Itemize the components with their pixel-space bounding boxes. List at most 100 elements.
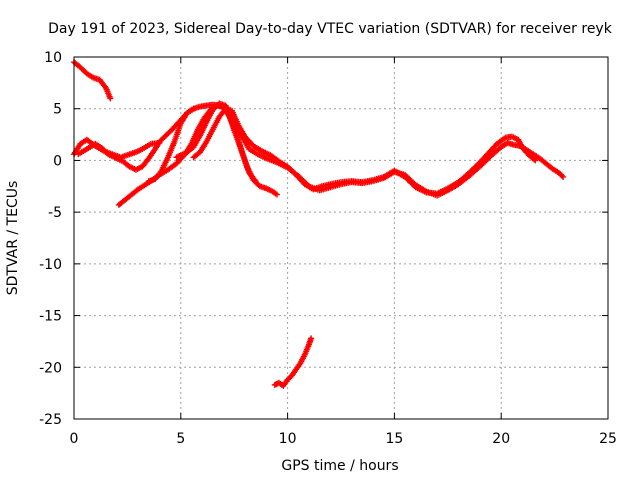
- data-point-fill: [157, 133, 168, 144]
- data-point-fill: [467, 164, 482, 178]
- data-point: [252, 178, 259, 185]
- data-point-fill: [510, 134, 520, 142]
- data-point-fill: [506, 140, 516, 148]
- data-point-fill: [414, 185, 428, 195]
- x-tick-label: 25: [599, 431, 617, 447]
- x-tick-label: 10: [279, 431, 297, 447]
- data-point-fill: [229, 109, 241, 127]
- data-point-fill: [247, 147, 259, 157]
- plot-frame: [73, 56, 609, 420]
- data-point-fill: [252, 143, 264, 154]
- data-point-fill: [446, 180, 460, 191]
- data-point-fill: [478, 154, 493, 169]
- y-tick-label: -15: [39, 309, 62, 325]
- data-point-fill: [273, 380, 281, 388]
- data-point-fill: [165, 140, 177, 159]
- data-point-fill: [205, 101, 215, 109]
- data-point-fill: [79, 137, 89, 146]
- data-point-fill: [164, 127, 174, 138]
- data-point-fill: [153, 169, 164, 181]
- data-point-fill: [557, 171, 565, 179]
- data-point-fill: [113, 155, 125, 164]
- data-point-fill: [277, 159, 289, 169]
- data-point-fill: [286, 373, 294, 382]
- data-point-fill: [488, 145, 503, 159]
- data-point-fill: [260, 148, 272, 158]
- data-point-fill: [204, 108, 215, 124]
- data-point-fill: [531, 152, 542, 161]
- y-tick-label: 0: [53, 153, 62, 169]
- series-arc-8: [271, 335, 315, 389]
- y-tick-label: -20: [39, 360, 62, 376]
- data-point-fill: [128, 164, 138, 172]
- data-point-fill: [277, 380, 285, 388]
- data-point-fill: [134, 164, 144, 172]
- data-point-fill: [467, 160, 482, 175]
- data-point-fill: [143, 179, 153, 188]
- data-point-fill: [121, 159, 132, 169]
- data-point-fill: [123, 192, 134, 202]
- data-point-fill: [236, 123, 247, 139]
- data-point-fill: [499, 140, 510, 149]
- data-point-fill: [97, 78, 108, 90]
- data-point-fill: [128, 149, 138, 157]
- data-point-fill: [189, 128, 201, 146]
- data-point-fill: [71, 142, 83, 156]
- data-point-fill: [72, 60, 83, 70]
- data-point-fill: [179, 149, 189, 158]
- data-point-fill: [185, 145, 196, 155]
- data-point-fill: [486, 142, 499, 155]
- data-point-fill: [100, 146, 110, 156]
- data-point-fill: [85, 141, 97, 152]
- data-layer: [71, 59, 567, 389]
- data-point-fill: [211, 101, 221, 112]
- data-point-fill: [264, 186, 275, 194]
- data-point-fill: [298, 353, 307, 365]
- data-point-fill: [268, 153, 281, 164]
- data-point: [560, 173, 567, 180]
- data-point-fill: [217, 101, 228, 109]
- data-point: [532, 157, 539, 164]
- data-point: [308, 335, 315, 342]
- data-point-fill: [78, 65, 89, 76]
- data-point-fill: [129, 187, 140, 197]
- data-point-fill: [247, 171, 258, 183]
- data-point-fill: [240, 136, 252, 151]
- data-point-fill: [271, 189, 279, 197]
- data-point-fill: [551, 166, 561, 175]
- series-arc-3: [75, 105, 197, 173]
- data-point-fill: [527, 153, 538, 163]
- series-arc-5: [145, 101, 259, 185]
- data-point-fill: [191, 134, 203, 149]
- data-point-fill: [210, 115, 222, 131]
- data-point-fill: [192, 104, 202, 112]
- data-point-fill: [93, 141, 104, 150]
- data-point-fill: [302, 343, 312, 357]
- data-point-fill: [204, 128, 215, 144]
- x-tick-label: 5: [176, 431, 185, 447]
- data-point-fill: [106, 151, 116, 160]
- data-point-fill: [544, 161, 555, 171]
- y-tick-label: -5: [48, 205, 62, 221]
- data-point-fill: [520, 146, 531, 157]
- data-point-fill: [294, 361, 303, 371]
- data-point-fill: [178, 111, 190, 125]
- data-point-fill: [512, 142, 522, 149]
- data-point-fill: [256, 152, 268, 161]
- data-point-fill: [195, 116, 207, 131]
- data-point-fill: [525, 148, 535, 157]
- series-arc-7: [190, 105, 539, 197]
- axis-ticks: 0 5 10 15 20 25 -25 -20 -15 -10 -5 0 5 10: [39, 50, 617, 447]
- data-point-fill: [258, 183, 268, 191]
- x-axis-label: GPS time / hours: [281, 458, 398, 474]
- data-point-fill: [289, 367, 299, 378]
- data-point-fill: [495, 135, 508, 146]
- data-point-fill: [103, 86, 113, 100]
- data-point-fill: [456, 171, 471, 184]
- data-point-fill: [76, 147, 89, 157]
- data-point-fill: [146, 147, 158, 160]
- data-point-fill: [403, 175, 418, 190]
- data-point-fill: [303, 182, 315, 192]
- data-point-fill: [140, 156, 151, 169]
